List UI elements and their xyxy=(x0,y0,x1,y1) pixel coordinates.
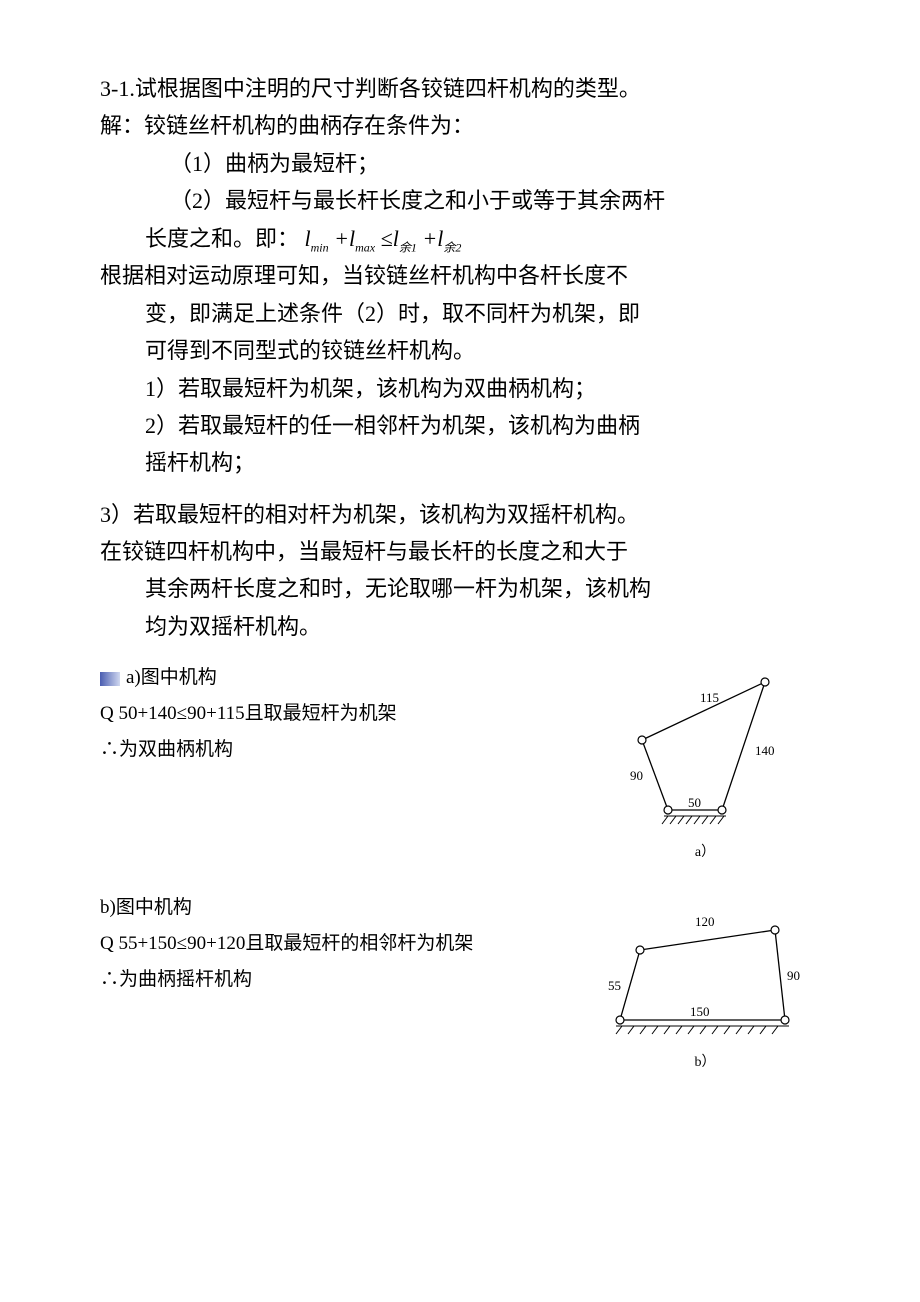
rule-2a: 2）若取最短杆的任一相邻杆为机架，该机构为曲柄 xyxy=(100,407,820,444)
rule-1: 1）若取最短杆为机架，该机构为双曲柄机构； xyxy=(100,370,820,407)
principle-line3: 可得到不同型式的铰链丝杆机构。 xyxy=(100,332,820,369)
dim-a-bottom: 50 xyxy=(688,795,701,810)
figure-a: 115 90 140 50 a） xyxy=(590,660,820,865)
dim-a-left: 90 xyxy=(630,768,643,783)
problem-title: 3-1.试根据图中注明的尺寸判断各铰链四杆机构的类型。 xyxy=(100,70,820,107)
dim-b-top: 120 xyxy=(695,914,715,929)
case-b-row: b)图中机构 Q 55+150≤90+120且取最短杆的相邻杆为机架 ∴为曲柄摇… xyxy=(100,890,820,1075)
solution-label: 解：铰链丝杆机构的曲柄存在条件为： xyxy=(100,107,820,144)
principle-line1: 根据相对运动原理可知，当铰链丝杆机构中各杆长度不 xyxy=(100,257,820,294)
dim-b-bottom: 150 xyxy=(690,1004,710,1019)
dim-b-right: 90 xyxy=(787,968,800,983)
condition-2-line1: （2）最短杆与最长杆长度之和小于或等于其余两杆 xyxy=(100,182,820,219)
case-a-row: a)图中机构 Q 50+140≤90+115且取最短杆为机架 ∴为双曲柄机构 xyxy=(100,660,820,865)
case-b-text: b)图中机构 Q 55+150≤90+120且取最短杆的相邻杆为机架 ∴为曲柄摇… xyxy=(100,890,590,998)
rule-3: 3）若取最短杆的相对杆为机架，该机构为双摇杆机构。 xyxy=(100,496,820,533)
formula: lmin +lmax ≤l余1 +l余2 xyxy=(305,226,462,251)
para2-line1: 在铰链四杆机构中，当最短杆与最长杆的长度之和大于 xyxy=(100,533,820,570)
figure-b: 120 55 90 150 b） xyxy=(590,890,820,1075)
dim-a-right: 140 xyxy=(755,743,775,758)
dim-b-left: 55 xyxy=(608,978,621,993)
para2-line3: 均为双摇杆机构。 xyxy=(100,608,820,645)
condition-1: （1）曲柄为最短杆； xyxy=(100,145,820,182)
condition-2-line2: 长度之和。即： lmin +lmax ≤l余1 +l余2 xyxy=(100,220,820,258)
dim-a-top: 115 xyxy=(700,690,719,705)
rule-2b: 摇杆机构； xyxy=(100,444,820,481)
principle-line2: 变，即满足上述条件（2）时，取不同杆为机架，即 xyxy=(100,295,820,332)
bullet-icon xyxy=(100,672,120,686)
para2-line2: 其余两杆长度之和时，无论取哪一杆为机架，该机构 xyxy=(100,570,820,607)
case-a-text: a)图中机构 Q 50+140≤90+115且取最短杆为机架 ∴为双曲柄机构 xyxy=(100,660,590,768)
